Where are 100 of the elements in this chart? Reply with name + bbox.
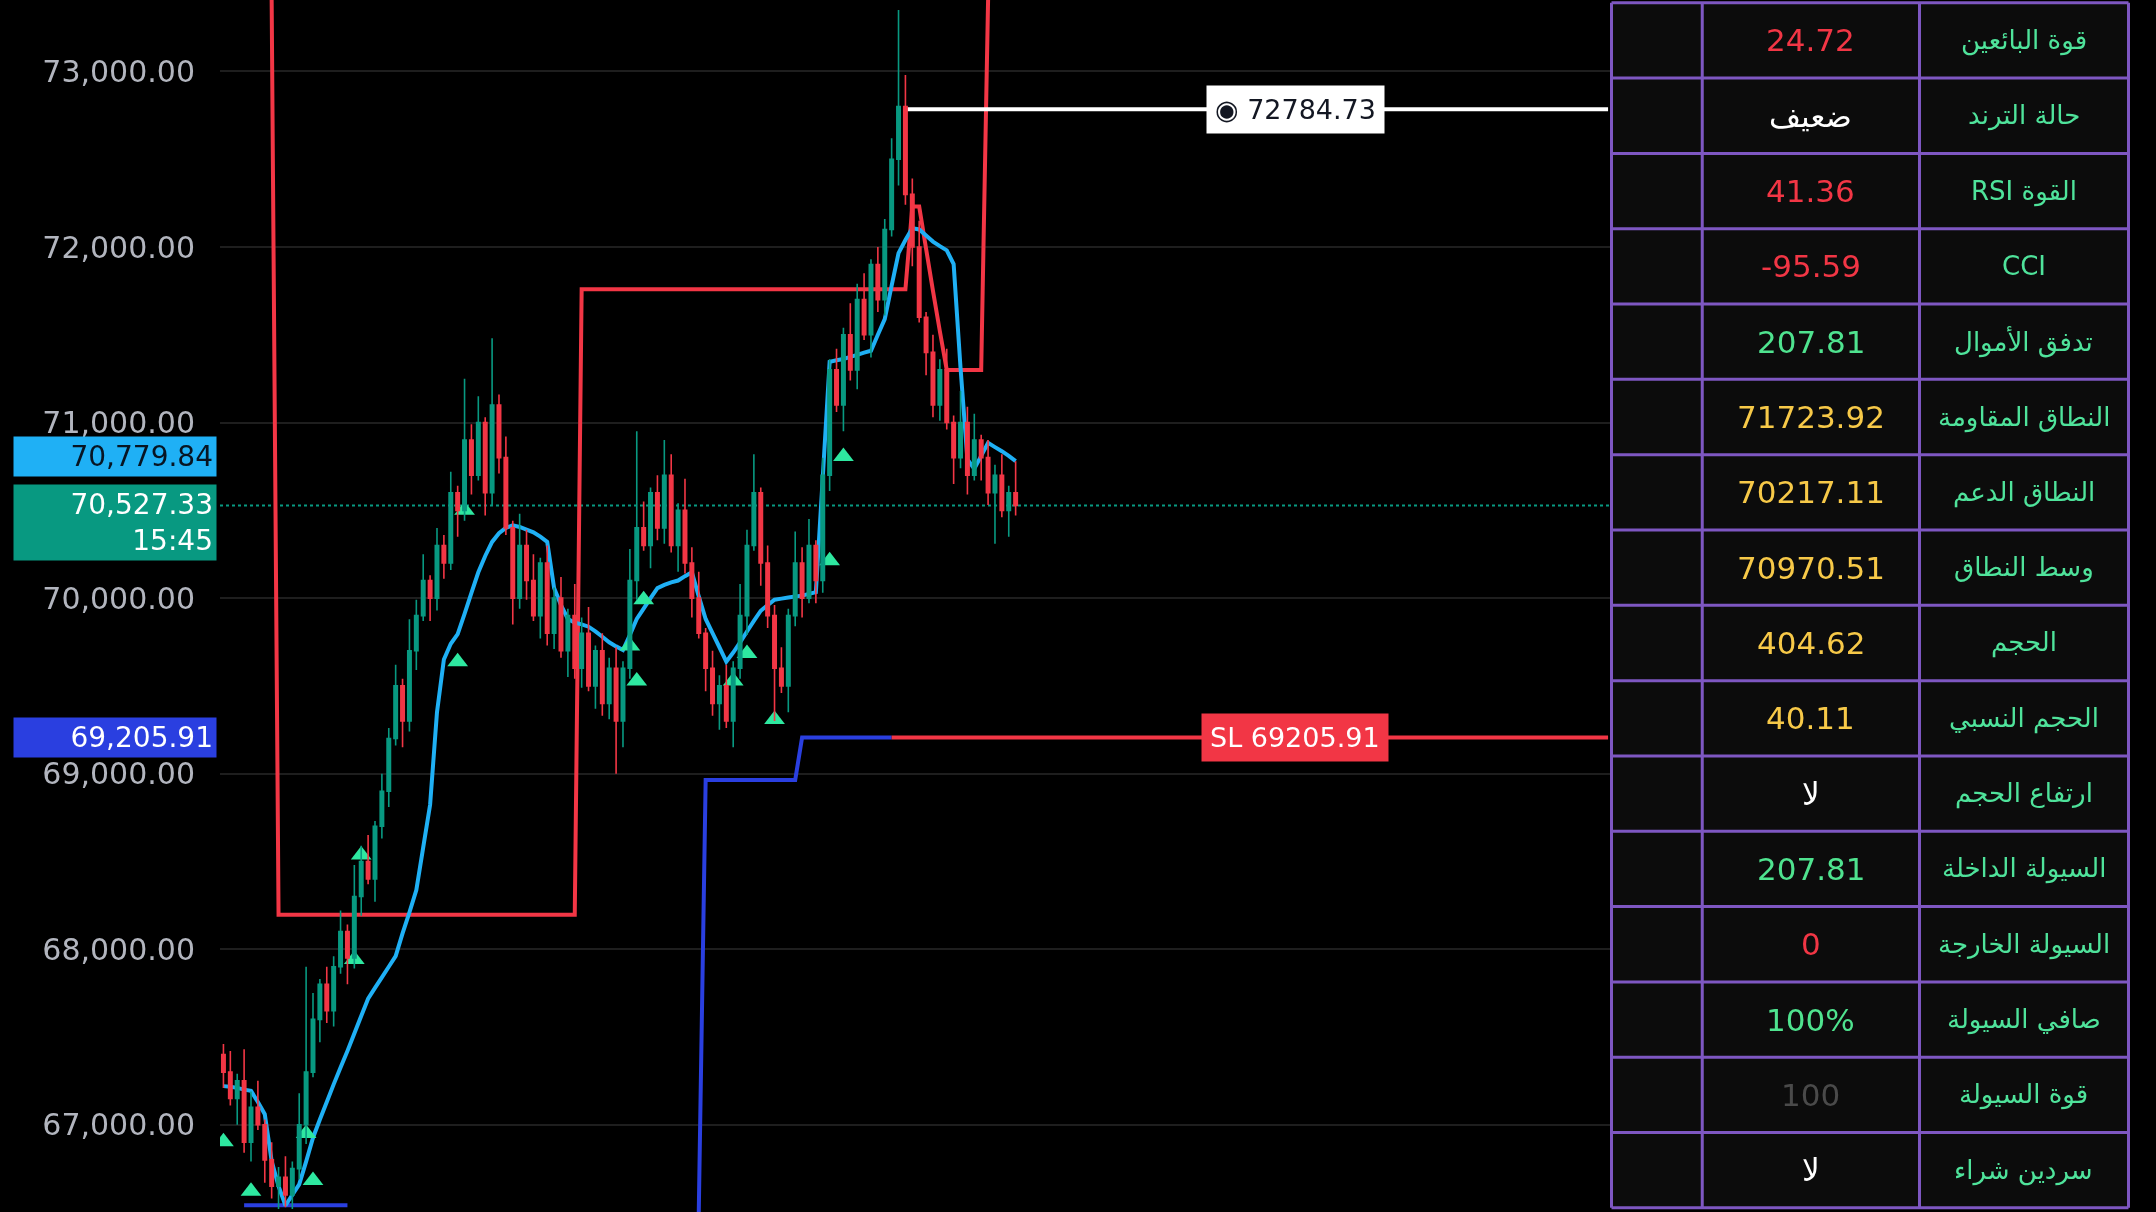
candlestick <box>537 556 543 640</box>
candlestick <box>579 616 585 689</box>
candlestick <box>696 570 702 640</box>
candlestick <box>868 258 874 359</box>
candlestick <box>558 576 564 659</box>
candlestick <box>958 390 964 469</box>
candlestick <box>882 218 888 317</box>
candlestick <box>344 923 350 986</box>
candlestick <box>599 632 605 717</box>
candlestick <box>813 539 819 605</box>
line-series <box>269 0 991 917</box>
candlestick <box>524 528 530 601</box>
y-tick-label: 67,000.00 <box>42 1107 195 1143</box>
candlestick <box>282 1155 288 1209</box>
candlestick <box>916 219 922 324</box>
candlestick <box>262 1118 268 1184</box>
candlestick <box>592 644 598 710</box>
candlestick <box>654 474 660 541</box>
candlestick <box>544 544 550 647</box>
candlestick <box>847 302 853 382</box>
text: 71723.92 <box>1737 399 1885 435</box>
candlestick <box>310 992 316 1079</box>
candlestick <box>641 500 647 552</box>
candlestick <box>723 664 729 729</box>
category-label: الحجم النسبي <box>1949 703 2099 734</box>
candlestick <box>944 348 950 431</box>
candlestick <box>331 955 337 1028</box>
candlestick <box>827 358 833 492</box>
candlestick <box>951 414 957 485</box>
text: 70970.51 <box>1737 550 1885 586</box>
candlestick <box>896 9 902 187</box>
text: 70217.11 <box>1737 474 1885 510</box>
text: -95.59 <box>1761 248 1861 284</box>
category-label: تدفق الأموال <box>1954 325 2093 358</box>
category-label: صافي السيولة <box>1947 1004 2101 1035</box>
category-label: سردين شراء <box>1954 1155 2093 1186</box>
candlestick <box>854 283 860 390</box>
category-label: الحجم <box>1991 627 2058 658</box>
y-tick-label: 69,000.00 <box>42 756 195 792</box>
category-label: قوة السيولة <box>1959 1079 2089 1110</box>
category-label: النطاق المقاومة <box>1938 402 2111 433</box>
candlestick <box>971 412 977 482</box>
candlestick <box>861 272 867 341</box>
y-tick-label: 71,000.00 <box>42 405 195 441</box>
candlestick <box>317 978 323 1044</box>
category-label: النطاق الدعم <box>1953 477 2096 508</box>
candlestick <box>778 646 784 694</box>
candlestick <box>434 527 440 612</box>
candlestick <box>296 1092 302 1180</box>
candlestick <box>269 1141 275 1200</box>
candlestick <box>875 246 881 313</box>
candlestick <box>758 486 764 587</box>
candlestick <box>379 772 385 840</box>
text: 40.11 <box>1766 700 1855 736</box>
candlestick <box>441 534 447 580</box>
text: لا <box>1802 1152 1820 1188</box>
category-label: ارتفاع الحجم <box>1955 778 2093 809</box>
candlestick <box>792 530 798 627</box>
candlestick <box>400 678 406 749</box>
text: 100 <box>1781 1077 1841 1113</box>
candlestick <box>565 607 571 678</box>
candlestick <box>475 395 481 482</box>
text: ضعيف <box>1769 98 1852 134</box>
candlestick <box>406 618 412 733</box>
candlestick <box>358 844 364 917</box>
candlestick <box>606 656 612 721</box>
text: 70,779.84 <box>70 440 213 473</box>
candlestick <box>427 574 433 622</box>
candlestick <box>586 606 592 692</box>
candlestick <box>985 439 991 506</box>
ref-line-label: 70,527.33 15:45 <box>70 488 213 558</box>
candlestick <box>393 664 399 747</box>
candlestick <box>613 646 619 775</box>
candlestick <box>909 177 915 268</box>
category-label: RSI القوة <box>1971 176 2077 207</box>
candlestick <box>420 553 426 622</box>
category-label: CCI <box>2002 251 2046 281</box>
category-label: السيولة الخارجة <box>1938 929 2111 960</box>
candlestick <box>276 1166 282 1210</box>
candlestick <box>324 965 330 1024</box>
candlestick <box>1013 460 1019 517</box>
candlestick <box>386 727 392 808</box>
category-label: السيولة الداخلة <box>1942 853 2107 884</box>
candlestick <box>303 965 309 1145</box>
candlestick <box>289 1160 295 1210</box>
candlestick <box>902 74 908 206</box>
candlestick <box>682 477 688 575</box>
candlestick <box>255 1080 261 1131</box>
y-tick-label: 68,000.00 <box>42 931 195 967</box>
candlestick <box>220 1043 226 1089</box>
candlestick <box>468 423 474 496</box>
y-tick-label: 72,000.00 <box>42 229 195 265</box>
candlestick <box>627 548 633 680</box>
candlestick <box>503 435 509 536</box>
candlestick <box>530 553 536 622</box>
candlestick <box>964 405 970 496</box>
annotation: ◉ 72784.73 <box>1215 94 1376 125</box>
candlestick <box>834 348 840 413</box>
candlestick <box>978 434 984 482</box>
candlestick <box>785 607 791 714</box>
